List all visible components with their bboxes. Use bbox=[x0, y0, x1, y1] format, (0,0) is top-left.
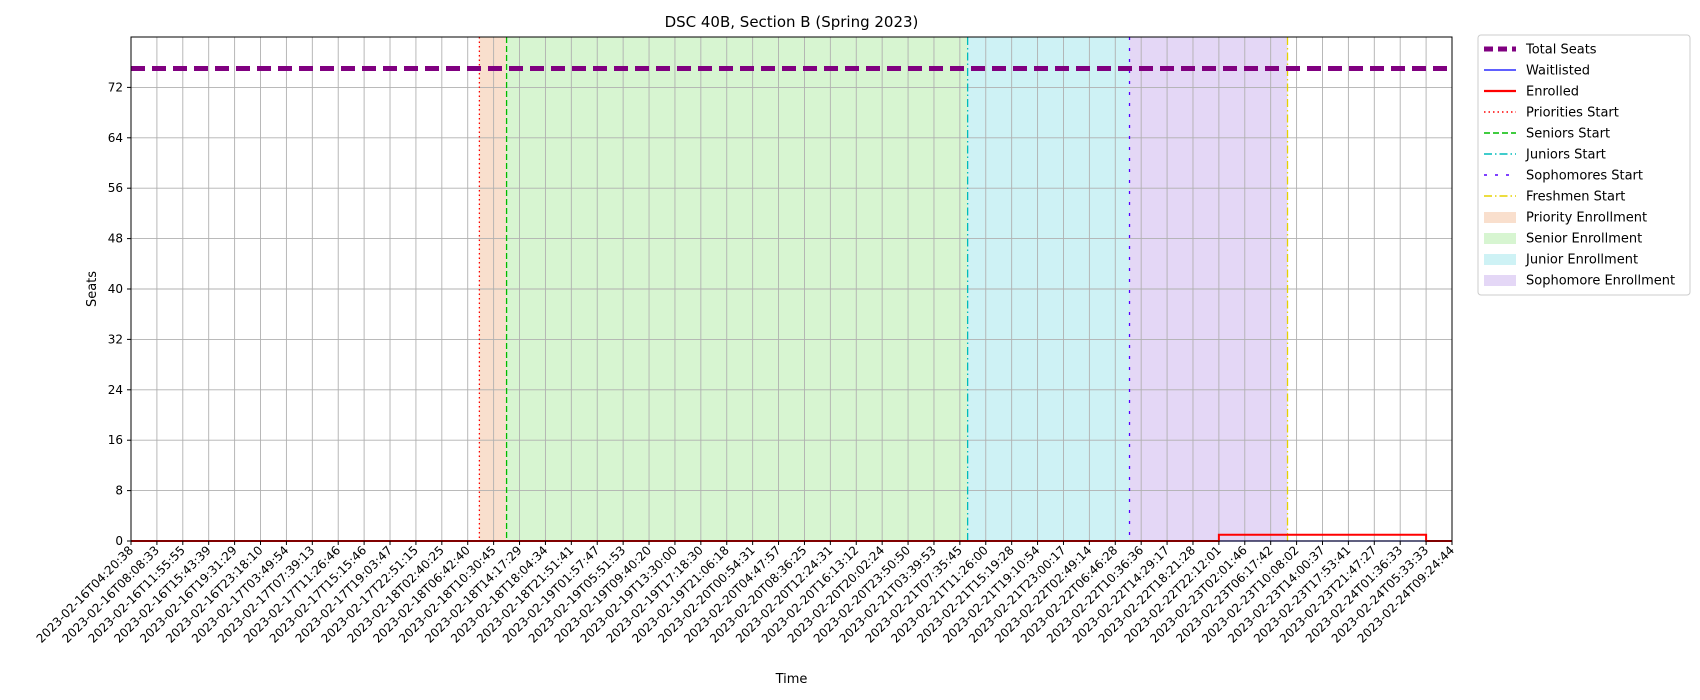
x-axis-ticks: 2023-02-16T04:20:382023-02-16T08:08:3320… bbox=[34, 541, 1457, 646]
y-tick-label-9: 72 bbox=[108, 80, 123, 94]
y-tick-label-5: 40 bbox=[108, 282, 123, 296]
legend-label-4: Seniors Start bbox=[1526, 127, 1610, 142]
y-tick-label-2: 16 bbox=[108, 433, 123, 447]
legend-label-8: Priority Enrollment bbox=[1526, 211, 1647, 226]
phase-start-lines bbox=[478, 37, 1289, 541]
y-tick-label-7: 56 bbox=[108, 181, 123, 195]
y-axis-label: Seats bbox=[85, 271, 100, 307]
legend-label-7: Freshmen Start bbox=[1526, 190, 1625, 205]
legend-label-11: Sophomore Enrollment bbox=[1526, 274, 1675, 289]
legend-label-9: Senior Enrollment bbox=[1526, 232, 1642, 247]
legend-label-10: Junior Enrollment bbox=[1525, 253, 1638, 268]
legend-box bbox=[1477, 34, 1691, 296]
y-tick-label-0: 0 bbox=[115, 534, 123, 548]
legend-label-0: Total Seats bbox=[1525, 43, 1597, 58]
y-tick-label-3: 24 bbox=[108, 383, 123, 397]
legend-label-5: Juniors Start bbox=[1525, 148, 1606, 163]
legend: Total Seats Waitlisted Enrolled Priorities … bbox=[1477, 34, 1691, 296]
y-axis-ticks: 0 8 16 24 32 40 48 56 64 72 bbox=[108, 80, 131, 548]
legend-swatch-11 bbox=[1484, 275, 1516, 286]
y-tick-label-8: 64 bbox=[108, 131, 123, 145]
legend-label-2: Enrolled bbox=[1526, 85, 1579, 100]
y-tick-label-4: 32 bbox=[108, 332, 123, 346]
legend-swatch-9 bbox=[1484, 233, 1516, 244]
legend-swatch-10 bbox=[1484, 254, 1516, 265]
legend-label-1: Waitlisted bbox=[1526, 64, 1590, 79]
chart-title: DSC 40B, Section B (Spring 2023) bbox=[665, 13, 919, 31]
x-axis-label: Time bbox=[775, 672, 808, 687]
legend-swatch-8 bbox=[1484, 212, 1516, 223]
y-tick-label-6: 48 bbox=[108, 232, 123, 246]
legend-label-3: Priorities Start bbox=[1526, 106, 1619, 121]
y-tick-label-1: 8 bbox=[115, 484, 123, 498]
legend-label-6: Sophomores Start bbox=[1526, 169, 1643, 184]
